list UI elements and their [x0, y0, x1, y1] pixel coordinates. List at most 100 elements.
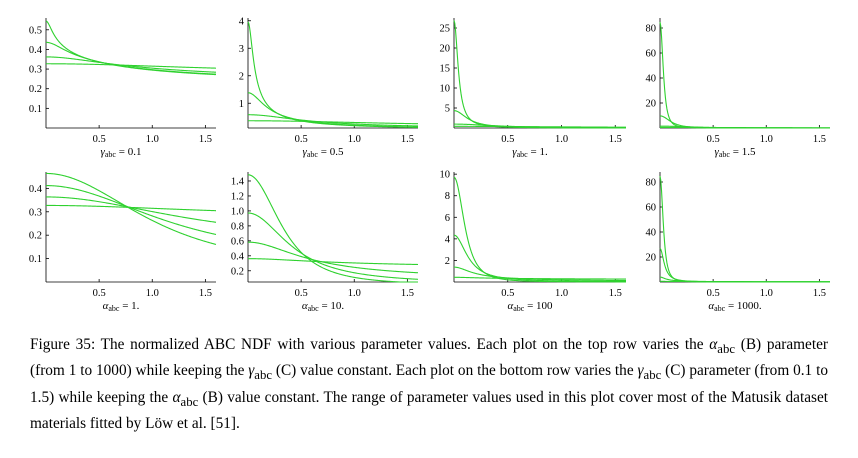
x-tick-label: 1.0: [348, 288, 361, 299]
x-tick-label: 0.5: [295, 288, 308, 299]
figure-label: Figure 35:: [30, 336, 96, 353]
y-tick-label: 20: [646, 99, 657, 110]
caption-sub: abc: [180, 394, 199, 409]
panel-label-symbol: α: [708, 300, 714, 312]
figure-caption: Figure 35: The normalized ABC NDF with v…: [30, 334, 828, 434]
panel-label-symbol: γ: [715, 146, 720, 158]
y-tick-label: 6: [445, 213, 450, 224]
y-tick-label: 1.4: [231, 176, 245, 187]
y-tick-label: 80: [646, 178, 657, 189]
panel-label-subscript: abc: [513, 304, 525, 313]
x-tick-label: 1.0: [555, 288, 568, 299]
ndf-curve: [247, 241, 419, 274]
y-tick-label: 0.4: [231, 251, 245, 262]
panel-label-symbol: γ: [101, 146, 106, 158]
y-tick-label: 2: [239, 71, 244, 82]
chart-panel: 0.5 1.0 1.5 20 40 60 80 αabc = 1000.: [646, 172, 830, 313]
panel-label-symbol: α: [507, 300, 513, 312]
y-tick-label: 25: [440, 24, 451, 35]
y-tick-label: 0.4: [29, 45, 43, 56]
caption-alpha: α: [709, 336, 718, 353]
x-tick-label: 0.5: [295, 134, 308, 145]
y-tick-label: 0.2: [29, 231, 42, 242]
x-tick-label: 1.5: [401, 134, 414, 145]
y-tick-label: 0.8: [231, 221, 244, 232]
panel-label-value: = 0.5: [318, 146, 344, 158]
y-tick-label: 2: [445, 256, 450, 267]
x-tick-label: 0.5: [501, 134, 514, 145]
x-tick-label: 1.5: [401, 288, 414, 299]
ndf-curve: [46, 56, 217, 73]
y-tick-label: 0.6: [231, 236, 244, 247]
x-tick-label: 1.5: [199, 288, 212, 299]
panel-label-value: = 1.: [528, 146, 548, 158]
ndf-curve: [46, 172, 217, 245]
panel-label: αabc = 100: [507, 300, 553, 313]
panel-label-subscript: abc: [307, 150, 319, 159]
panel-label-subscript: abc: [308, 304, 320, 313]
panel-label-value: = 1000.: [725, 300, 762, 312]
y-tick-label: 20: [646, 253, 657, 264]
ndf-curve: [659, 21, 830, 129]
x-tick-label: 1.0: [760, 134, 773, 145]
caption-text-3: (C) value constant. Each plot on the bot…: [272, 362, 638, 380]
y-tick-label: 20: [440, 44, 451, 55]
y-tick-label: 0.4: [29, 184, 43, 195]
y-tick-label: 3: [239, 44, 244, 55]
caption-text-4: (C) parameter (from 0.1 to 1.5) while ke…: [30, 362, 828, 406]
y-tick-label: 1: [239, 99, 244, 110]
y-tick-label: 60: [646, 49, 657, 60]
panel-label-subscript: abc: [108, 304, 120, 313]
caption-text-2: (B) parameter (from 1 to 1000) while kee…: [30, 336, 828, 380]
panel-label-symbol: γ: [303, 146, 308, 158]
panel-label-subscript: abc: [719, 150, 731, 159]
ndf-curve: [659, 248, 830, 283]
y-tick-label: 1.2: [231, 191, 244, 202]
ndf-curve: [247, 212, 419, 280]
ndf-curve: [247, 114, 419, 127]
x-tick-label: 0.5: [93, 288, 106, 299]
x-tick-label: 1.0: [760, 288, 773, 299]
panel-label-symbol: γ: [512, 146, 517, 158]
ndf-curve: [247, 174, 418, 283]
x-tick-label: 1.0: [555, 134, 568, 145]
panel-label-subscript: abc: [517, 150, 529, 159]
panel-label-value: = 0.1: [116, 146, 141, 158]
chart-panel: 0.5 1.0 1.5 5 10 15 20 25 γabc = 1.: [440, 18, 627, 159]
panel-label-value: = 10.: [319, 300, 345, 312]
x-tick-label: 1.0: [146, 288, 159, 299]
panel-label: γabc = 0.5: [303, 146, 344, 159]
panel-label: γabc = 1.5: [715, 146, 756, 159]
y-tick-label: 4: [239, 16, 245, 27]
chart-panel: 0.5 1.0 1.5 1 2 3 4 γabc = 0.5: [239, 16, 419, 159]
y-tick-label: 0.3: [29, 65, 42, 76]
ndf-curve: [659, 175, 830, 283]
y-tick-label: 0.1: [29, 254, 42, 265]
x-tick-label: 1.5: [199, 134, 212, 145]
caption-gamma: γ: [637, 362, 644, 380]
y-tick-label: 60: [646, 203, 657, 214]
x-tick-label: 0.5: [501, 288, 514, 299]
panel-label-value: = 1.5: [730, 146, 756, 158]
y-tick-label: 80: [646, 24, 657, 35]
y-tick-label: 8: [445, 191, 450, 202]
y-tick-label: 10: [440, 170, 451, 181]
ndf-curve: [248, 258, 419, 266]
y-tick-label: 40: [646, 74, 657, 85]
y-tick-label: 40: [646, 228, 657, 239]
y-tick-label: 4: [445, 234, 451, 245]
ndf-curve: [46, 63, 217, 69]
x-tick-label: 1.5: [609, 134, 622, 145]
caption-gamma: γ: [248, 362, 255, 380]
chart-panel: 0.5 1.0 1.5 0.1 0.2 0.3 0.4 αabc = 1.: [29, 172, 217, 313]
x-tick-label: 1.0: [348, 134, 361, 145]
ndf-curve: [659, 115, 830, 129]
caption-text-1: The normalized ABC NDF with various para…: [100, 336, 710, 353]
panel-label-subscript: abc: [714, 304, 726, 313]
panel-label-subscript: abc: [105, 150, 117, 159]
y-tick-label: 1.0: [231, 206, 244, 217]
ndf-curve: [453, 20, 627, 129]
ndf-curve: [247, 21, 419, 128]
panel-label-symbol: α: [103, 300, 109, 312]
